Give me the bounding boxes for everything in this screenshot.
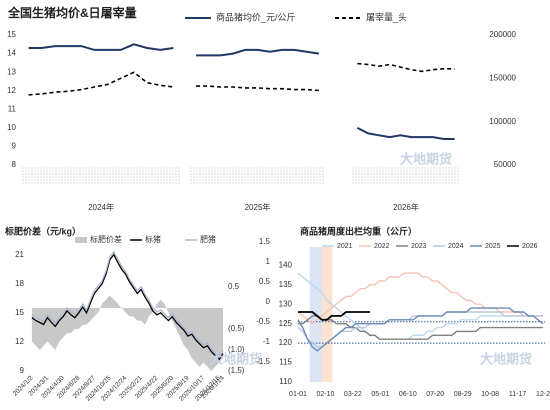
y-tick-label: 9 [12,142,17,151]
series-line [196,85,319,92]
x-tick-label: 10-08 [481,391,499,398]
legend-swatch [75,237,87,243]
legend-label: 肥猪 [200,234,216,244]
y-tick-label: 11 [8,104,17,113]
legend-label: 2022 [374,243,390,250]
y2-tick-label: 0 [266,297,271,306]
series-line [357,62,455,73]
panel-label: 2025年 [245,202,271,212]
y-tick-label: 115 [279,358,292,367]
y-tick-label: 21 [15,250,24,259]
legend-label: 2023 [411,243,427,250]
series-line [31,250,224,358]
series-line [356,127,455,140]
series-line [28,43,174,51]
series-line [298,315,543,340]
x-tick-label: 01-01 [289,391,307,398]
y2-tick-label: 150000 [489,73,516,82]
chart-title: 商品猪周度出栏均重（公斤） [300,225,417,236]
y-tick-label: 8 [12,160,17,169]
legend-label: 标猪 [145,234,161,244]
y-tick-label: 13 [7,67,16,76]
x-tick-label: 11-17 [509,391,526,398]
y2-tick-label: -0.5 [256,317,270,326]
x-tick-label: 02-10 [316,391,334,398]
chart-title: 全国生猪均价&日屠宰量 [7,5,137,20]
watermark: 大地期货 [480,351,532,366]
panel-label: 2024年 [88,202,114,212]
series-line [28,71,174,96]
series-line [31,253,224,361]
legend-label: 2024 [448,243,464,250]
x-tick-label: 12-27 [536,391,550,398]
legend-label: 商品猪均价_元/公斤 [216,11,296,22]
y2-tick-label: 50000 [494,160,517,169]
y2-tick-label: 0.5 [259,277,271,286]
y2-tick-label: -1 [263,337,271,346]
series-line [298,311,370,321]
panel-label: 2026年 [393,202,419,212]
y-tick-label: 140 [279,260,293,269]
legend-label: 屠宰量_头 [366,11,407,22]
x-tick-label: 03-22 [344,391,362,398]
spread-area [31,295,224,371]
y-tick-label: 15 [7,30,16,39]
y-tick-label: 15 [15,308,24,317]
y-tick-label: 120 [279,338,293,347]
y2-tick-label: 0.5 [228,282,240,291]
y-tick-label: 14 [7,49,16,58]
y-tick-label: 18 [15,279,24,288]
y2-tick-label: 1 [266,257,271,266]
y-tick-label: 9 [20,366,25,375]
legend-label: 2025 [485,243,501,250]
x-tick-label: 07-20 [426,391,444,398]
watermark: 大地期货 [210,351,262,366]
x-tick-label: 08-29 [454,391,472,398]
legend-label: 2026 [522,243,538,250]
chart-title: 标肥价差（元/kg） [4,225,81,236]
y-tick-label: 12 [15,337,24,346]
y-tick-label: 130 [279,299,293,308]
series-line [297,307,544,352]
y2-tick-label: 1.5 [259,237,271,246]
y-tick-label: 110 [279,377,292,386]
series-line [297,272,543,325]
y-tick-label: 12 [7,86,16,95]
y2-tick-label: 200000 [489,30,516,39]
period-band [322,247,333,382]
y-tick-label: 10 [7,123,16,132]
legend-label: 标肥价差 [90,234,122,244]
watermark: 大地期货 [400,151,452,166]
series-line [297,311,543,348]
x-tick-label: 06-10 [399,391,417,398]
y-tick-label: 125 [279,319,293,328]
x-tick-label: 05-01 [371,391,389,398]
series-line [196,48,320,57]
y2-tick-label: 100000 [489,117,516,126]
y2-tick-label: (0.5) [228,324,245,333]
y2-tick-label: -1.5 [256,357,270,366]
y-tick-label: 135 [279,280,293,289]
legend-label: 2021 [337,243,353,250]
y2-tick-label: (1.0) [228,345,245,354]
y2-tick-label: (1.5) [228,366,245,375]
series-line [297,272,543,340]
